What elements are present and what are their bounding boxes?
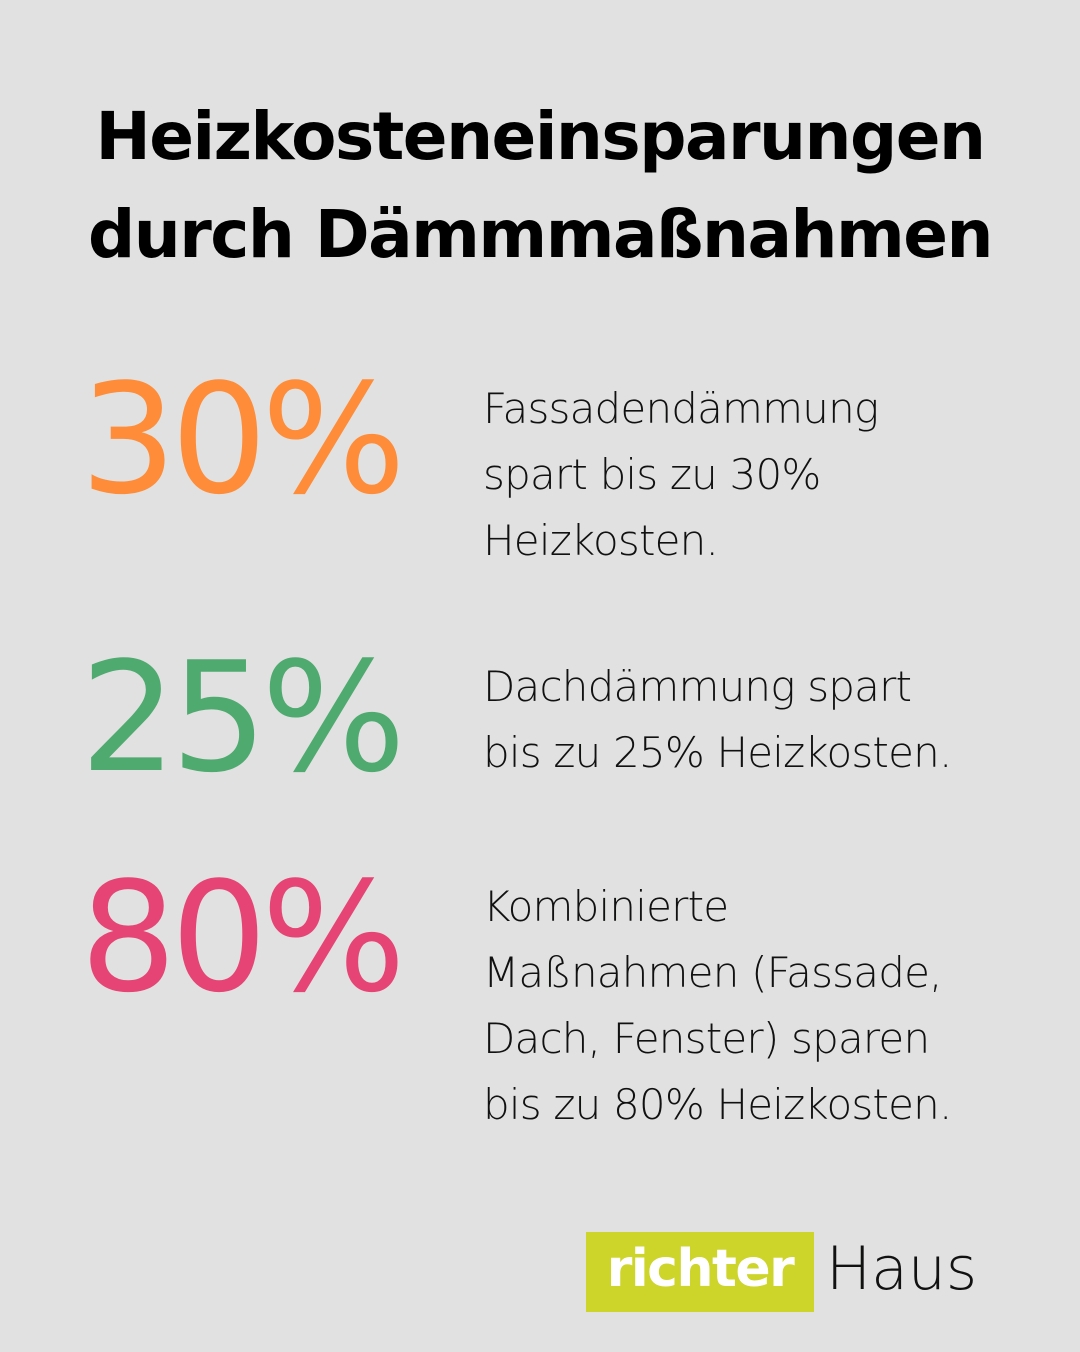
title-line-2: durch Dämmmaßnahmen <box>87 196 994 273</box>
title-line-1: Heizkosteneinsparungen <box>95 98 986 175</box>
stat-description: Kombinierte Maßnahmen (Fassade, Dach, Fe… <box>483 874 1003 1138</box>
stat-description-line: bis zu 25% Heizkosten. <box>483 728 952 777</box>
stat-value: 25% <box>80 629 406 806</box>
stat-description: Fassadendämmung spart bis zu 30% Heizkos… <box>483 376 1003 574</box>
stat-description-line: bis zu 80% Heizkosten. <box>483 1080 952 1129</box>
stat-description-line: spart bis zu 30% <box>483 450 821 499</box>
stat-description-line: Kombinierte <box>483 882 729 931</box>
stat-value: 80% <box>80 849 406 1026</box>
stat-description-line: Maßnahmen (Fassade, <box>483 948 942 997</box>
stat-description: Dachdämmung spart bis zu 25% Heizkosten. <box>483 654 1003 786</box>
stat-description-line: Heizkosten. <box>483 516 719 565</box>
stat-description-line: Dach, Fenster) sparen <box>483 1014 930 1063</box>
logo-text-haus: Haus <box>826 1234 978 1304</box>
stat-description-line: Fassadendämmung <box>483 384 879 433</box>
logo-accent-box: richter <box>586 1232 814 1312</box>
page-title: Heizkosteneinsparungen durch Dämmmaßnahm… <box>0 88 1080 284</box>
brand-logo: richter Haus <box>586 1232 977 1312</box>
stat-description-line: Dachdämmung spart <box>483 662 912 711</box>
logo-text-richter: richter <box>606 1239 795 1299</box>
stat-value: 30% <box>80 351 406 528</box>
